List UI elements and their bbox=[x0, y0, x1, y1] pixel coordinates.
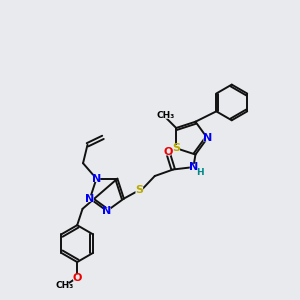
Text: S: S bbox=[172, 143, 180, 153]
FancyBboxPatch shape bbox=[86, 195, 94, 202]
Text: N: N bbox=[92, 174, 101, 184]
FancyBboxPatch shape bbox=[93, 176, 100, 182]
Text: H: H bbox=[196, 168, 204, 177]
Text: N: N bbox=[85, 194, 94, 204]
FancyBboxPatch shape bbox=[159, 112, 173, 119]
Text: O: O bbox=[163, 147, 172, 157]
Text: CH₃: CH₃ bbox=[56, 281, 74, 290]
Text: O: O bbox=[73, 272, 82, 283]
FancyBboxPatch shape bbox=[73, 274, 81, 281]
FancyBboxPatch shape bbox=[54, 283, 69, 289]
FancyBboxPatch shape bbox=[103, 208, 111, 214]
FancyBboxPatch shape bbox=[172, 145, 180, 152]
FancyBboxPatch shape bbox=[203, 135, 211, 141]
FancyBboxPatch shape bbox=[165, 149, 171, 155]
Text: N: N bbox=[102, 206, 112, 216]
FancyBboxPatch shape bbox=[136, 187, 143, 194]
FancyBboxPatch shape bbox=[190, 164, 197, 170]
Text: N: N bbox=[189, 162, 198, 172]
Text: N: N bbox=[203, 133, 212, 143]
Text: CH₃: CH₃ bbox=[157, 111, 175, 120]
Text: S: S bbox=[135, 185, 143, 195]
